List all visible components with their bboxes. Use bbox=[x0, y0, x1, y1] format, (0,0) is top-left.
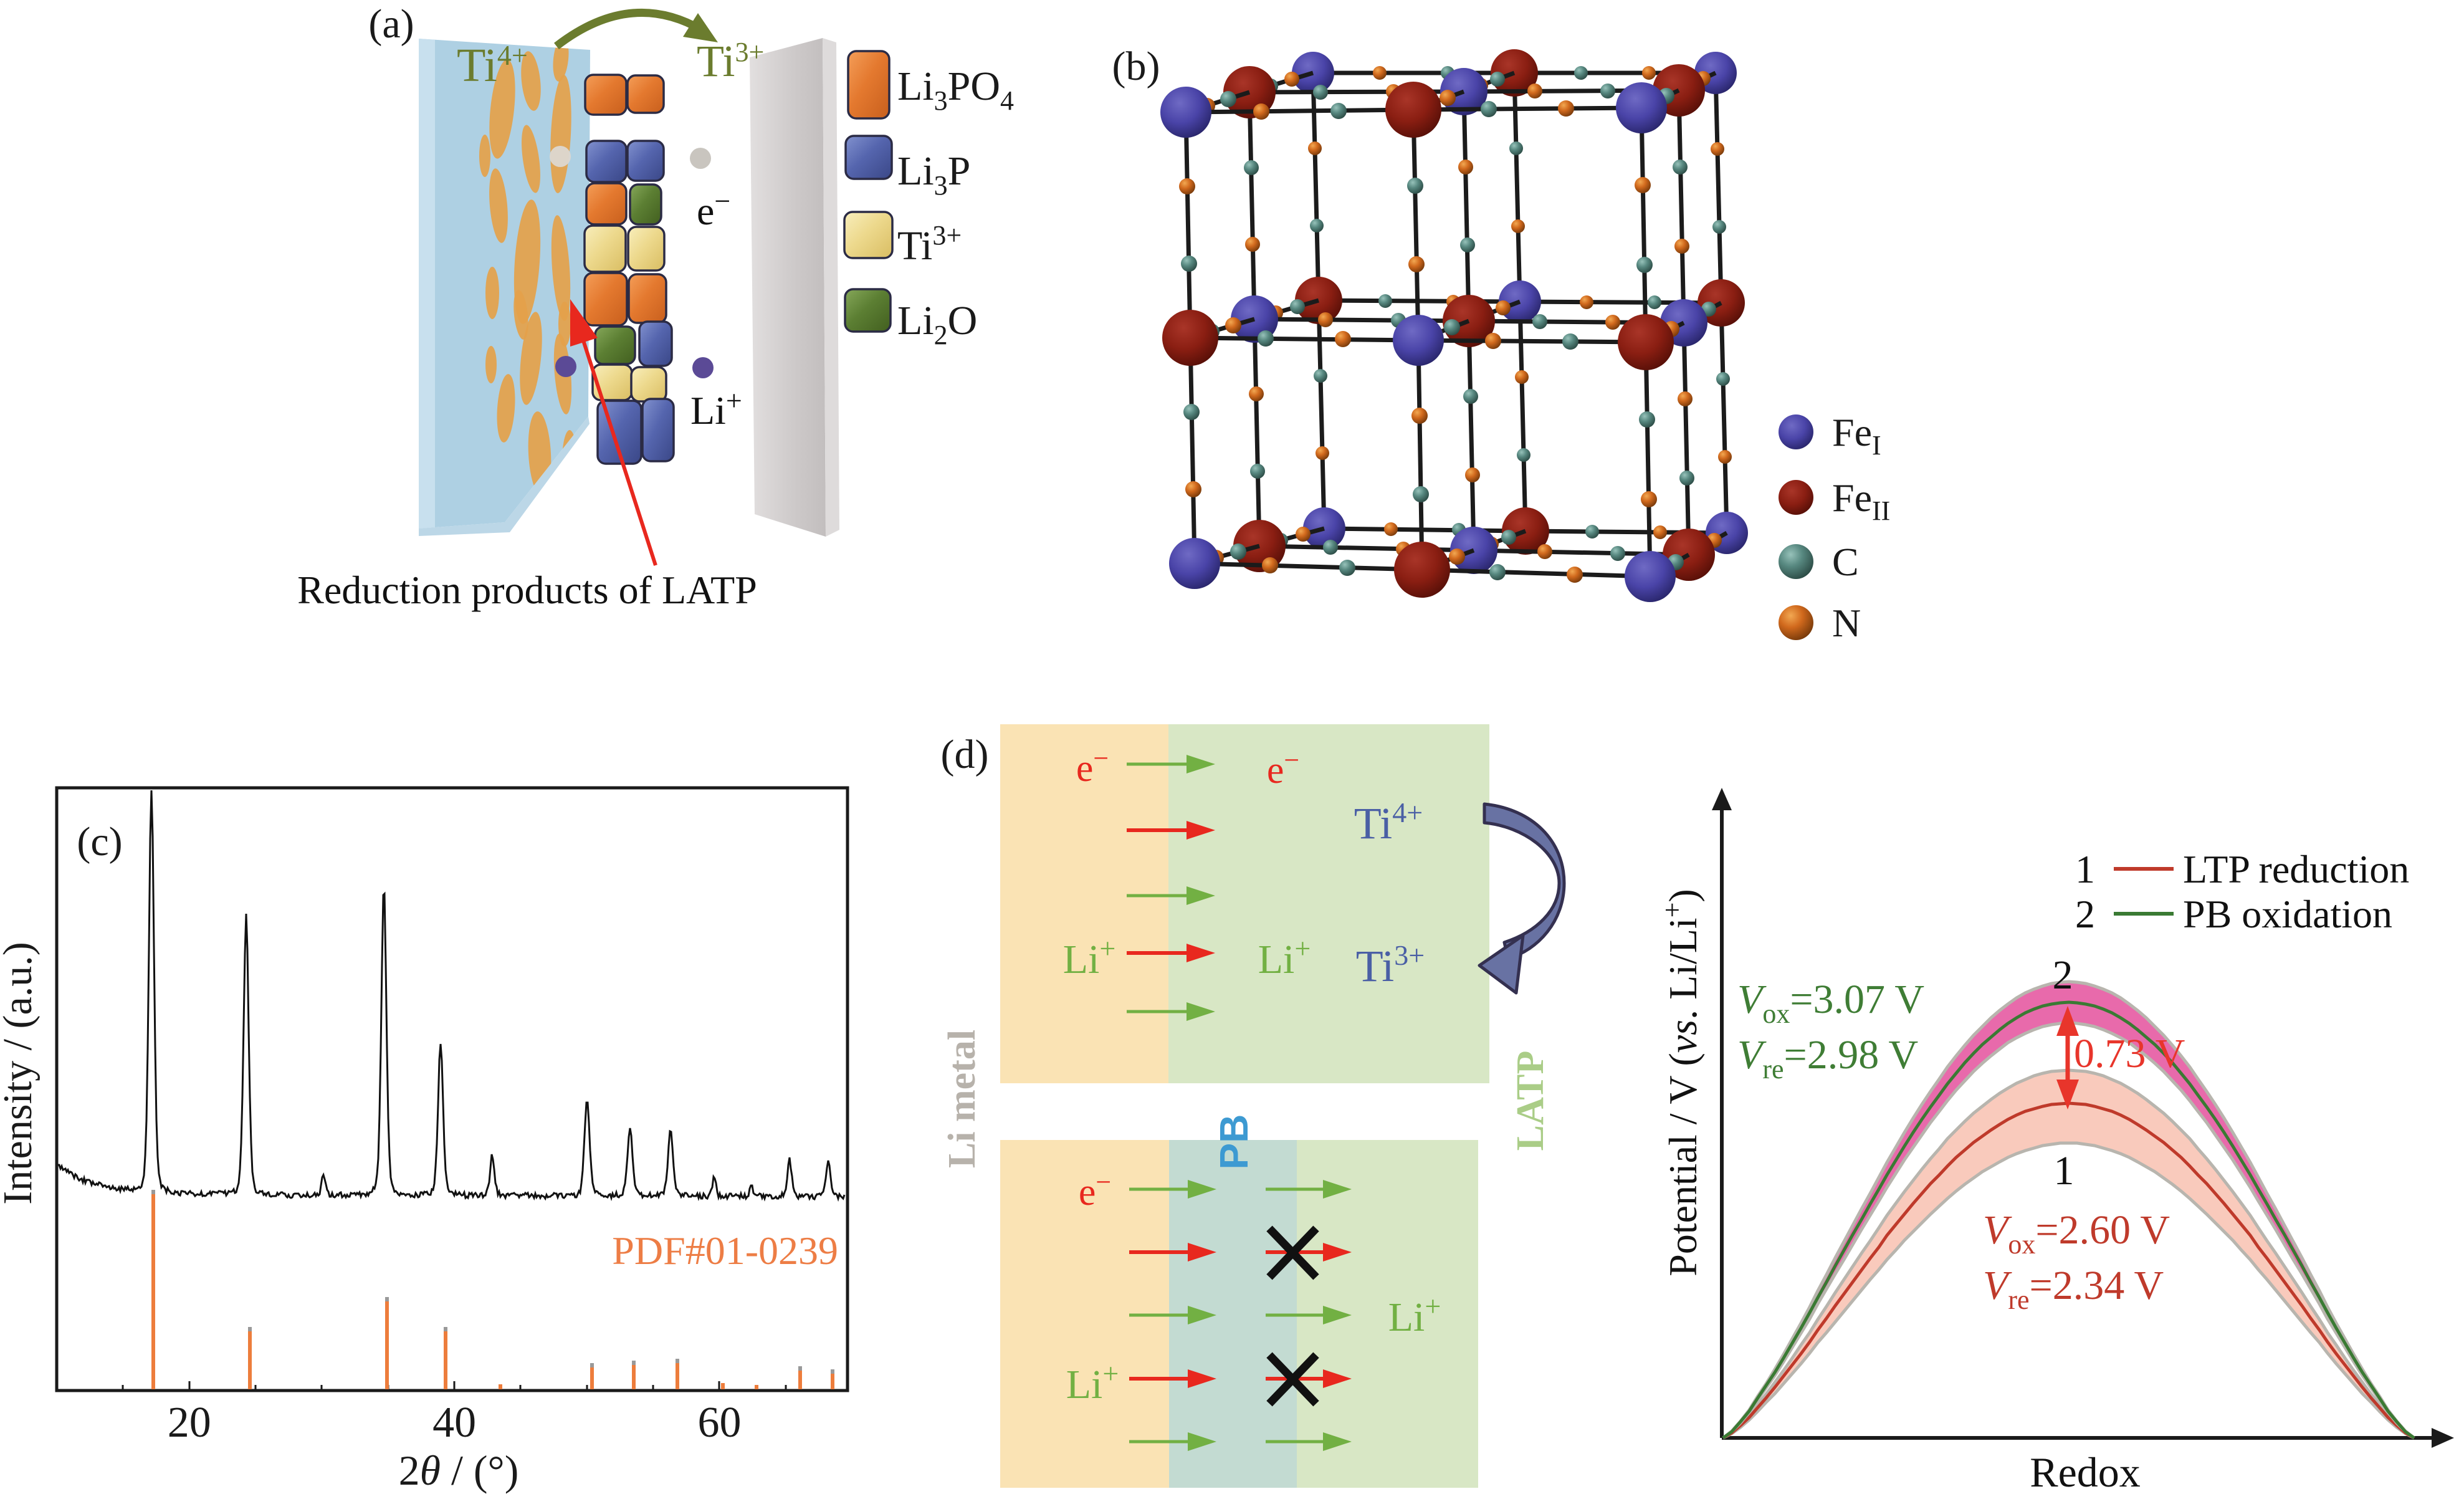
svg-text:2: 2 bbox=[2053, 952, 2073, 998]
svg-text:Ti3+: Ti3+ bbox=[1356, 939, 1425, 991]
svg-text:Li+: Li+ bbox=[1258, 932, 1311, 982]
svg-text:0.73 V: 0.73 V bbox=[2074, 1031, 2185, 1076]
svg-text:FeI: FeI bbox=[1832, 410, 1881, 461]
svg-text:(d): (d) bbox=[941, 732, 989, 777]
svg-text:Vre=2.98 V: Vre=2.98 V bbox=[1737, 1032, 1918, 1085]
svg-text:LTP reduction: LTP reduction bbox=[2183, 847, 2409, 891]
svg-text:2: 2 bbox=[2075, 892, 2095, 936]
svg-text:FeII: FeII bbox=[1832, 476, 1890, 526]
svg-text:(c): (c) bbox=[77, 819, 122, 864]
svg-text:1: 1 bbox=[2075, 847, 2095, 891]
svg-text:Li+: Li+ bbox=[1066, 1358, 1119, 1407]
svg-text:e−: e− bbox=[1079, 1167, 1111, 1214]
svg-text:Vox=3.07 V: Vox=3.07 V bbox=[1737, 977, 1924, 1029]
svg-text:1: 1 bbox=[2054, 1148, 2075, 1194]
svg-text:Vox=2.60 V: Vox=2.60 V bbox=[1983, 1207, 2170, 1260]
svg-text:Vre=2.34 V: Vre=2.34 V bbox=[1983, 1263, 2164, 1315]
svg-text:Li+: Li+ bbox=[1063, 932, 1116, 982]
svg-text:PDF#01-0239: PDF#01-0239 bbox=[612, 1228, 838, 1273]
svg-text:Ti4+: Ti4+ bbox=[1354, 797, 1423, 848]
svg-text:Redox: Redox bbox=[2030, 1449, 2141, 1494]
svg-text:e−: e− bbox=[1267, 745, 1299, 792]
svg-text:20: 20 bbox=[168, 1399, 211, 1447]
svg-text:60: 60 bbox=[698, 1399, 742, 1447]
svg-text:Li2O: Li2O bbox=[897, 298, 977, 350]
svg-text:Li3P: Li3P bbox=[897, 148, 970, 201]
svg-text:C: C bbox=[1832, 540, 1859, 584]
svg-text:(a): (a) bbox=[368, 1, 414, 47]
svg-text:(b): (b) bbox=[1112, 44, 1160, 89]
svg-text:Potential / V (vs. Li/Li+): Potential / V (vs. Li/Li+) bbox=[1657, 889, 1705, 1276]
svg-text:Reduction products of LATP: Reduction products of LATP bbox=[297, 568, 757, 612]
svg-text:Ti4+: Ti4+ bbox=[457, 39, 528, 92]
svg-text:2θ / (°): 2θ / (°) bbox=[399, 1447, 519, 1494]
svg-text:Li+: Li+ bbox=[1388, 1290, 1441, 1340]
svg-text:e−: e− bbox=[697, 185, 730, 233]
svg-text:LATP: LATP bbox=[1509, 1051, 1552, 1151]
svg-text:PB oxidation: PB oxidation bbox=[2183, 892, 2392, 936]
svg-text:Li3PO4: Li3PO4 bbox=[897, 64, 1014, 116]
svg-text:Intensity / (a.u.): Intensity / (a.u.) bbox=[0, 942, 41, 1205]
svg-text:Li metal: Li metal bbox=[941, 1030, 983, 1168]
svg-text:Li+: Li+ bbox=[690, 385, 742, 433]
svg-text:Ti3+: Ti3+ bbox=[697, 36, 764, 86]
svg-text:N: N bbox=[1832, 601, 1861, 645]
svg-text:Ti3+: Ti3+ bbox=[897, 220, 962, 269]
svg-text:40: 40 bbox=[432, 1399, 476, 1447]
svg-text:PB: PB bbox=[1211, 1114, 1256, 1170]
svg-text:e−: e− bbox=[1076, 743, 1109, 790]
